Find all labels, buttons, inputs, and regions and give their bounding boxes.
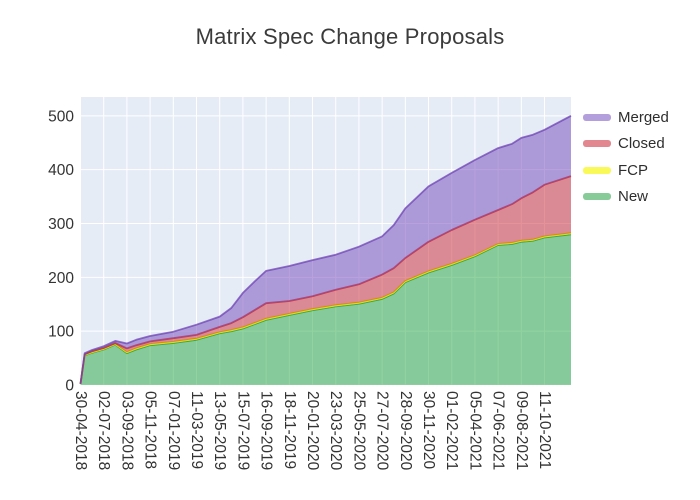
legend-swatch-closed: [583, 140, 611, 147]
legend-label: Merged: [618, 108, 669, 126]
y-tick-label: 200: [48, 270, 74, 287]
x-tick-label: 28-09-2020: [397, 391, 414, 471]
x-tick-label: 09-08-2021: [513, 391, 530, 470]
legend-swatch-merged: [583, 113, 611, 121]
x-tick-label: 01-02-2021: [443, 391, 460, 470]
y-tick-label: 0: [65, 378, 74, 395]
legend-item-closed[interactable]: Closed: [583, 134, 669, 154]
y-tick-label: 100: [48, 324, 74, 341]
legend-swatch-new: [583, 193, 611, 200]
chart-title: Matrix Spec Change Proposals: [195, 24, 505, 49]
legend-item-new[interactable]: New: [583, 187, 669, 207]
x-tick-label: 07-01-2019: [165, 391, 182, 470]
x-tick-label: 30-11-2020: [420, 391, 437, 470]
legend-label: Closed: [618, 135, 665, 152]
legend-item-merged[interactable]: Merged: [583, 107, 669, 127]
legend-label: New: [618, 188, 649, 205]
x-tick-label: 30-04-2018: [72, 391, 89, 470]
x-tick-label: 05-04-2021: [466, 391, 483, 470]
x-tick-label: 11-10-2021: [536, 391, 553, 469]
y-tick-label: 400: [48, 162, 74, 179]
legend-swatch-fcp: [583, 166, 611, 174]
x-tick-label: 13-05-2019: [211, 391, 228, 470]
x-tick-label: 07-06-2021: [490, 391, 507, 470]
x-tick-label: 25-05-2020: [350, 391, 367, 471]
area-new: [80, 234, 571, 385]
x-tick-label: 02-07-2018: [95, 391, 112, 470]
x-tick-label: 18-11-2019: [281, 391, 298, 469]
x-tick-label: 15-07-2019: [234, 391, 251, 470]
x-tick-label: 03-09-2018: [118, 391, 135, 470]
x-tick-label: 27-07-2020: [374, 391, 391, 471]
x-tick-label: 20-01-2020: [304, 391, 321, 471]
area-merged: [80, 115, 571, 384]
x-tick-label: 05-11-2018: [142, 391, 159, 469]
x-tick-label: 23-03-2020: [327, 391, 344, 471]
y-tick-label: 500: [48, 108, 74, 125]
legend: Merged Closed FCP New: [583, 107, 669, 213]
y-tick-label: 300: [48, 216, 74, 233]
legend-item-fcp[interactable]: FCP: [583, 160, 669, 180]
x-tick-label: 11-03-2019: [188, 391, 205, 469]
legend-label: FCP: [618, 161, 648, 179]
x-tick-label: 16-09-2019: [258, 391, 275, 470]
line-merged: [79, 115, 572, 385]
